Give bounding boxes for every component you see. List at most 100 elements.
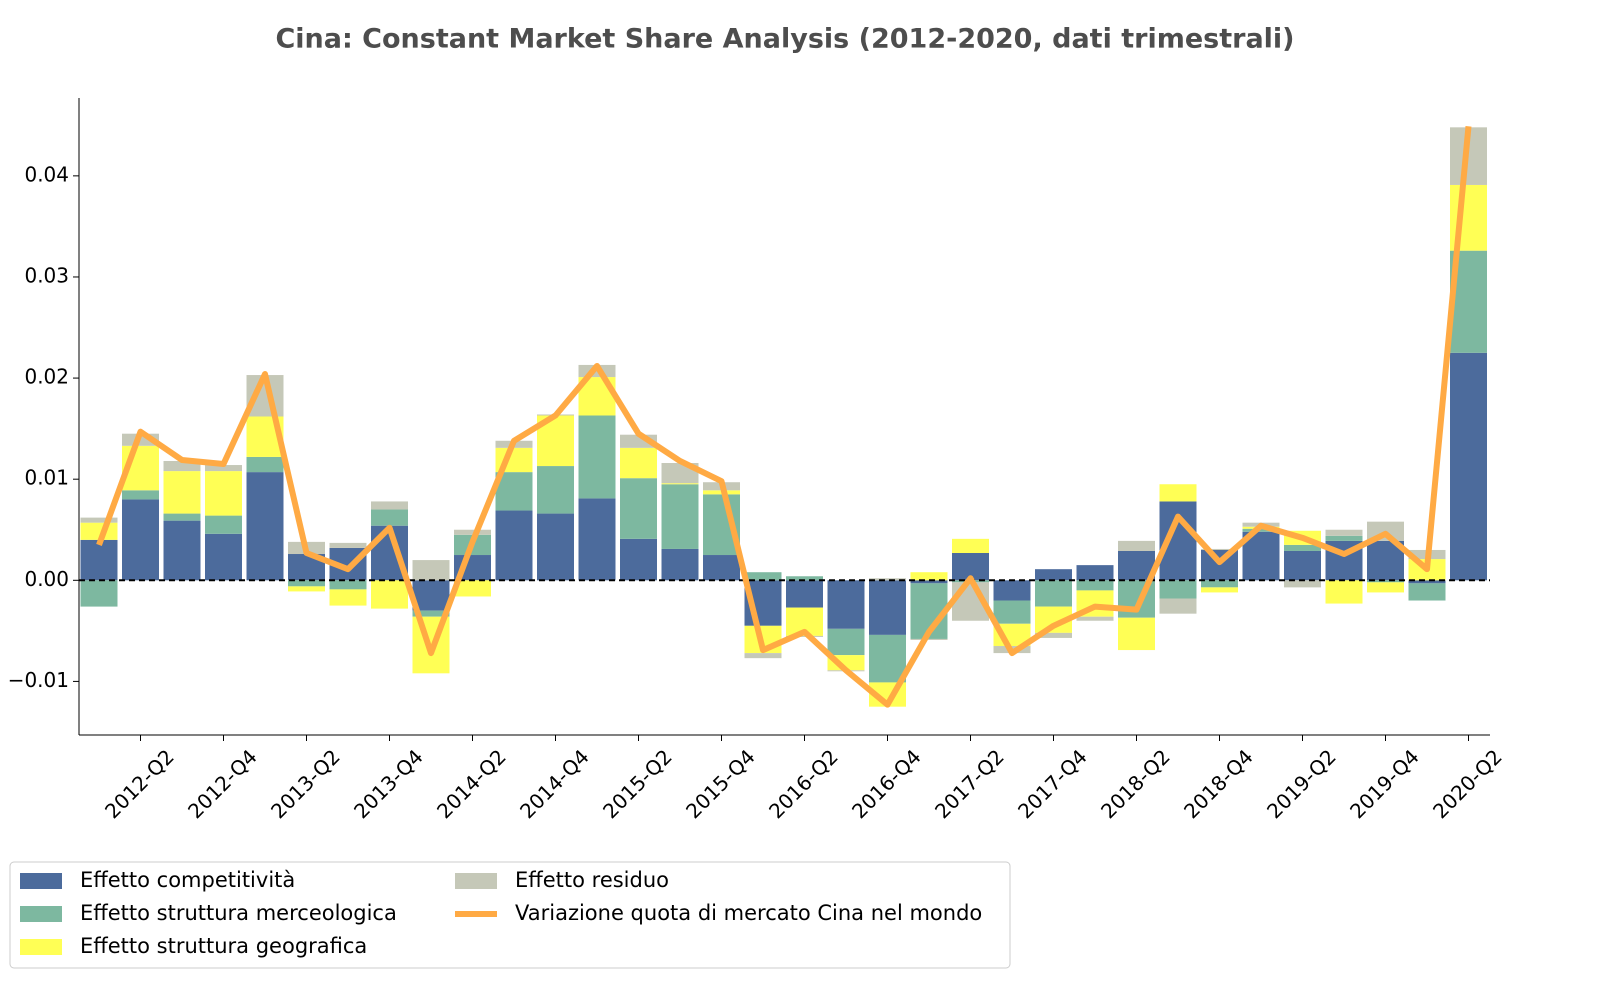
bar bbox=[827, 628, 865, 656]
bar bbox=[1159, 580, 1197, 599]
bar bbox=[869, 634, 906, 683]
legend-swatch bbox=[20, 939, 62, 955]
bar bbox=[1076, 565, 1114, 581]
y-tick-label: 0.00 bbox=[24, 567, 69, 591]
bar bbox=[205, 515, 242, 534]
x-tick-label: 2016-Q4 bbox=[847, 745, 926, 824]
x-tick-label: 2012-Q2 bbox=[100, 745, 179, 824]
bar bbox=[537, 466, 574, 514]
x-tick-label: 2016-Q2 bbox=[764, 745, 843, 824]
bar bbox=[329, 589, 367, 606]
bar bbox=[288, 580, 325, 587]
bar bbox=[1201, 548, 1238, 550]
bar bbox=[454, 580, 491, 597]
x-tick-label: 2019-Q4 bbox=[1345, 745, 1424, 824]
bar bbox=[1284, 580, 1321, 588]
bar bbox=[1035, 569, 1072, 581]
bar bbox=[1035, 632, 1072, 638]
bar bbox=[620, 478, 657, 539]
bar bbox=[329, 580, 367, 590]
bar bbox=[827, 580, 865, 629]
bar bbox=[1325, 580, 1363, 604]
bar bbox=[163, 520, 201, 581]
bar bbox=[371, 509, 408, 526]
bar bbox=[454, 529, 491, 535]
bar bbox=[80, 517, 118, 523]
bar bbox=[578, 415, 616, 499]
y-tick-label: 0.03 bbox=[24, 263, 69, 287]
x-tick-label: 2017-Q4 bbox=[1013, 745, 1092, 824]
x-tick-label: 2020-Q2 bbox=[1428, 745, 1507, 824]
bar bbox=[1367, 582, 1404, 593]
bar bbox=[1325, 535, 1363, 541]
bar bbox=[288, 586, 325, 592]
y-tick-label: 0.01 bbox=[24, 466, 69, 490]
bar bbox=[869, 578, 906, 581]
bar bbox=[329, 542, 367, 548]
bar bbox=[1159, 598, 1197, 614]
y-tick-label: −0.01 bbox=[8, 668, 69, 692]
bar bbox=[578, 498, 616, 581]
bar bbox=[205, 465, 242, 472]
bar bbox=[744, 572, 782, 581]
legend-swatch bbox=[20, 873, 62, 889]
bar bbox=[1201, 587, 1238, 593]
bar bbox=[952, 538, 989, 553]
bar bbox=[163, 471, 201, 514]
bar bbox=[993, 600, 1031, 624]
legend-label: Effetto competitività bbox=[80, 868, 295, 892]
bar bbox=[163, 460, 201, 472]
x-tick-label: 2017-Q2 bbox=[930, 745, 1009, 824]
bar bbox=[1076, 580, 1114, 591]
bar bbox=[1201, 580, 1238, 588]
bar bbox=[205, 533, 242, 581]
bar bbox=[1450, 352, 1487, 581]
legend-label: Effetto residuo bbox=[515, 868, 669, 892]
bar bbox=[412, 610, 450, 617]
bar bbox=[1118, 617, 1155, 651]
bar bbox=[371, 580, 408, 609]
bar bbox=[661, 483, 699, 485]
bar bbox=[786, 580, 823, 608]
bar bbox=[246, 472, 284, 581]
bar bbox=[620, 447, 657, 479]
bar bbox=[1408, 583, 1446, 601]
bar bbox=[163, 513, 201, 521]
bar bbox=[246, 456, 284, 473]
bar bbox=[1159, 484, 1197, 502]
bar bbox=[993, 580, 1031, 601]
bar bbox=[1242, 528, 1280, 532]
bar bbox=[1408, 580, 1446, 584]
bar bbox=[1284, 550, 1321, 581]
bar bbox=[786, 635, 823, 637]
x-tick-label: 2014-Q4 bbox=[515, 745, 594, 824]
bar bbox=[703, 555, 740, 581]
bar bbox=[786, 576, 823, 581]
legend-label: Effetto struttura geografica bbox=[80, 934, 367, 958]
bar bbox=[122, 490, 159, 500]
bar bbox=[412, 580, 450, 611]
bar bbox=[1076, 616, 1114, 621]
bar bbox=[661, 484, 699, 549]
bar bbox=[495, 510, 533, 581]
bar bbox=[122, 499, 159, 581]
legend-swatch bbox=[455, 873, 497, 889]
x-tick-label: 2018-Q4 bbox=[1179, 745, 1258, 824]
y-tick-label: 0.04 bbox=[24, 162, 69, 186]
x-tick-label: 2019-Q2 bbox=[1262, 745, 1341, 824]
bar bbox=[1035, 580, 1072, 607]
legend-box bbox=[9, 861, 1011, 969]
x-tick-label: 2013-Q2 bbox=[266, 745, 345, 824]
legend-label: Variazione quota di mercato Cina nel mon… bbox=[515, 901, 982, 925]
bar bbox=[80, 539, 118, 581]
bar bbox=[1325, 529, 1363, 536]
bar bbox=[869, 580, 906, 635]
legend-swatch bbox=[20, 906, 62, 922]
bar bbox=[620, 538, 657, 581]
bar bbox=[910, 580, 948, 584]
chart-title: Cina: Constant Market Share Analysis (20… bbox=[275, 24, 1294, 55]
x-tick-label: 2015-Q4 bbox=[681, 745, 760, 824]
bar bbox=[1367, 580, 1404, 583]
bar bbox=[537, 513, 574, 581]
